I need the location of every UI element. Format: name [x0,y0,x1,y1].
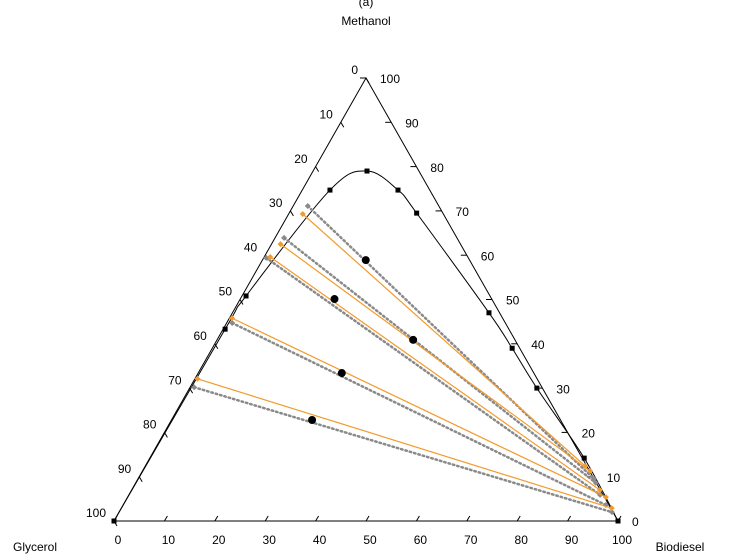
experimental-tie-line [269,256,601,491]
tick-mark [289,210,294,217]
left-tick-label: 40 [244,240,258,254]
experimental-tie-line-end [299,211,306,218]
left-tick-label: 80 [143,418,157,432]
experimental-tie-line-end [267,253,274,260]
bottom-tick-label: 90 [565,533,579,547]
binodal-point [327,187,333,193]
chart-title: (a) [359,0,374,9]
right-tick-label: 20 [582,427,596,441]
top-label: Methanol [341,14,390,28]
right-tick-label: 50 [506,294,520,308]
feed-point [361,256,370,265]
left-label: Glycerol [13,540,57,554]
left-tick-label: 10 [319,107,333,121]
tick-mark [340,122,345,128]
feed-point [337,369,346,378]
tick-mark [516,515,521,522]
bottom-tick-label: 10 [162,533,176,547]
predicted-tie-line-end [608,509,615,516]
bottom-tick-label: 30 [263,533,277,547]
left-tick-label: 30 [269,196,283,210]
left-tick-label: 70 [168,373,182,387]
predicted-tie-line-end [191,384,198,391]
right-tick-label: 70 [456,205,470,219]
right-tick-label: 0 [632,515,639,529]
right-tick-label: 30 [556,382,570,396]
binodal-point [395,187,401,193]
experimental-tie-line [197,378,612,509]
predicted-tie-line [264,256,602,497]
bottom-tick-label: 40 [313,533,327,547]
tick-mark [365,77,370,84]
tick-mark [315,166,320,172]
experimental-tie-line [280,243,591,472]
right-label: Biodiesel [656,540,705,554]
right-tick-label: 40 [531,338,545,352]
binodal-point [414,210,420,216]
left-tick-label: 60 [193,329,207,343]
binodal-point [222,326,228,332]
bottom-tick-label: 0 [115,533,122,547]
feed-point [409,335,418,344]
tick-mark [365,515,370,522]
left-tick-label: 90 [118,462,132,476]
tick-mark [415,515,420,522]
bottom-tick-label: 80 [515,533,529,547]
tick-mark [214,515,219,522]
experimental-tie-line-end [608,505,615,512]
binodal-point [364,168,370,174]
binodal-point [243,293,249,299]
binodal-point [111,518,117,524]
tick-mark [163,515,168,522]
experimental-tie-line-end [602,494,609,501]
experimental-tie-line-end [596,486,603,493]
tick-mark [214,343,219,350]
bottom-tick-label: 60 [414,533,428,547]
predicted-tie-line [306,204,596,481]
experimental-tie-line-end [277,241,284,248]
left-tick-label: 20 [294,152,308,166]
predicted-tie-line-end [592,479,599,486]
right-tick-label: 60 [481,249,495,263]
feed-point [308,415,317,424]
right-tick-label: 10 [607,471,621,485]
predicted-tie-line [230,321,608,507]
left-tick-label: 100 [86,506,106,520]
experimental-tie-line-end [587,467,594,474]
binodal-point [615,518,621,524]
tick-mark [567,515,572,522]
predicted-tie-line-end [281,234,288,241]
left-tick-label: 0 [351,63,358,77]
binodal-point [509,345,515,351]
experimental-tie-line [231,317,607,498]
tick-mark [466,515,471,522]
tick-mark [315,515,320,522]
left-tick-label: 50 [219,285,233,299]
bottom-tick-label: 20 [212,533,226,547]
predicted-tie-line [192,385,614,514]
binodal-point [581,455,587,461]
tick-mark [264,515,269,522]
right-tick-label: 90 [405,116,419,130]
right-tick-label: 80 [430,161,444,175]
experimental-tie-line-end [582,463,589,470]
predicted-tie-line-end [229,319,236,326]
bottom-tick-label: 70 [464,533,478,547]
binodal-point [486,310,492,316]
feed-point [330,295,339,304]
bottom-tick-label: 50 [363,533,377,547]
experimental-tie-line [302,213,586,467]
predicted-tie-line-end [263,254,270,261]
predicted-tie-line-end [304,203,311,210]
bottom-tick-label: 100 [612,533,632,547]
right-tick-label: 100 [380,72,400,86]
experimental-tie-line-end [194,375,201,382]
experimental-tie-line-end [228,315,235,322]
binodal-point [534,385,540,391]
